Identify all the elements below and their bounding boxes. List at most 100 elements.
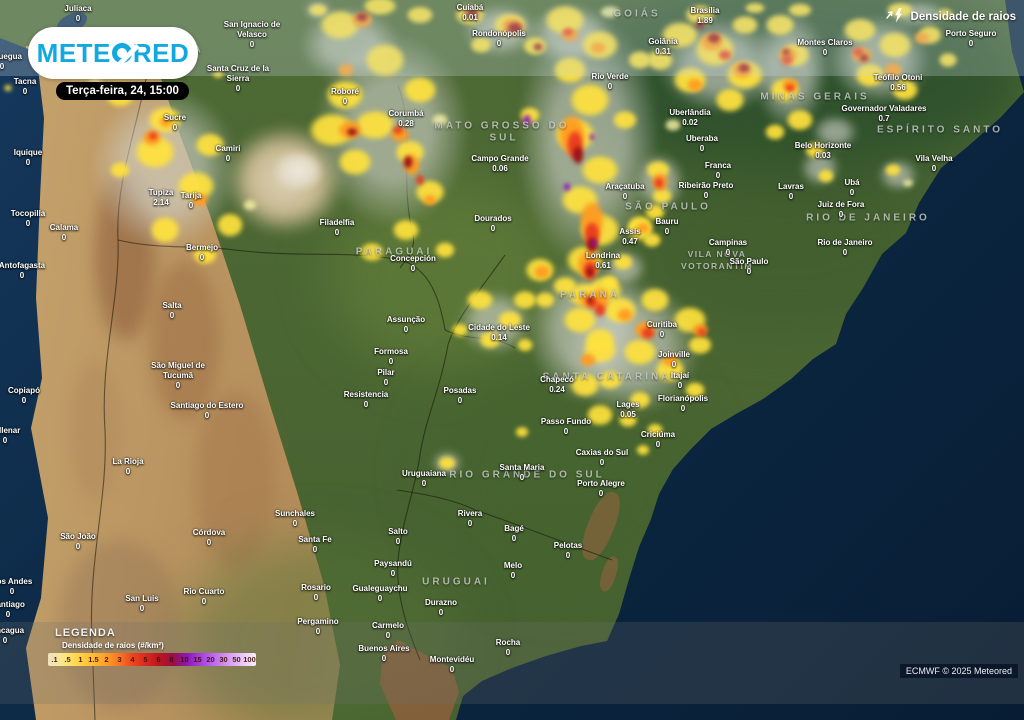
city-label: Pergamino 0	[297, 617, 339, 636]
city-label: São Paulo 0	[729, 257, 769, 276]
legend-tick: 50	[232, 655, 241, 664]
city-label: Montes Claros 0	[797, 38, 853, 57]
city-label: Sucre 0	[163, 113, 187, 132]
city-label: Governador Valadares 0.7	[841, 104, 927, 123]
city-label: Santiago0	[0, 600, 25, 619]
city-label: Dourados 0	[474, 214, 512, 233]
city-label: Criciúma 0	[640, 430, 676, 449]
legend-tick: 6	[156, 655, 161, 664]
legend-tick: 10	[180, 655, 189, 664]
city-label: Moquegua0	[0, 52, 22, 71]
city-label: Rosario 0	[301, 583, 331, 602]
logo-text-left: METE	[36, 37, 111, 68]
layer-label-text: Densidade de raios	[910, 11, 1016, 23]
region-label: RIO GRANDE DO SUL	[449, 469, 605, 481]
region-label: GOIÁS	[613, 8, 661, 20]
legend-tick: 30	[219, 655, 228, 664]
region-label: PARANÁ	[559, 289, 621, 301]
region-label: ESPÍRITO SANTO	[876, 124, 1004, 136]
city-label: Melo 0	[503, 561, 523, 580]
legend-tick: 1.5	[88, 655, 99, 664]
city-label: Santa Maria 0	[499, 463, 545, 482]
city-label: Rondonópolis 0	[472, 29, 526, 48]
city-label: Copiapó 0	[8, 386, 40, 405]
logo-text-right: RED	[132, 37, 190, 68]
city-label: Rio Verde 0	[591, 72, 629, 91]
city-label: Londrina 0.61	[585, 251, 621, 270]
region-label: URUGUAI	[422, 576, 490, 588]
city-label: Tupiza 2.14	[148, 188, 174, 207]
city-label: Florianópolis 0	[657, 394, 709, 413]
legend-tick: 1	[78, 655, 83, 664]
city-label: Belo Horizonte 0.03	[794, 141, 852, 160]
city-label: Roboré 0	[331, 87, 359, 106]
region-label: MINAS GERAIS	[760, 91, 870, 103]
legend-tick: 20	[206, 655, 215, 664]
city-label: Lages 0.05	[616, 400, 640, 419]
legend-tick: 5	[143, 655, 148, 664]
city-label: Lavras 0	[778, 182, 804, 201]
city-label: Gualeguaychu 0	[352, 584, 408, 603]
city-label: Bermejo 0	[185, 243, 219, 262]
city-label: Rivera 0	[457, 509, 483, 528]
region-label: SÃO PAULO	[625, 201, 711, 213]
city-label: Chapecó 0.24	[540, 375, 574, 394]
city-label: Cidade do Leste 0.14	[468, 323, 530, 342]
city-label: Porto Seguro 0	[945, 29, 997, 48]
city-label: Campo Grande 0.06	[471, 154, 529, 173]
region-label: VILA NOVA	[687, 249, 747, 259]
meteored-logo: METE RED	[28, 27, 198, 79]
city-label: Tocopilla 0	[10, 209, 46, 228]
city-label: Santiago do Estero 0	[170, 401, 244, 420]
city-label: Campinas 0	[708, 238, 748, 257]
city-label: Carmelo 0	[371, 621, 405, 640]
city-label: Posadas 0	[443, 386, 477, 405]
city-label: Rio de Janeiro 0	[817, 238, 873, 257]
city-label: Montevidéu 0	[429, 655, 475, 674]
city-label: Caxias do Sul 0	[575, 448, 629, 467]
city-label: Formosa 0	[374, 347, 408, 366]
city-label: Ribeirão Preto 0	[678, 181, 734, 200]
city-label: Brasília 1.89	[690, 6, 720, 25]
city-label: Goiânia 0.31	[648, 37, 678, 56]
city-label: Filadelfia 0	[319, 218, 355, 237]
legend-tick: 2	[104, 655, 109, 664]
layer-label[interactable]: Densidade de raios	[885, 8, 1016, 26]
city-label: Córdova 0	[192, 528, 226, 547]
city-label: Vila Velha 0	[915, 154, 953, 173]
mountain-texture	[195, 390, 275, 570]
city-label: Porto Alegre 0	[577, 479, 625, 498]
city-label: Franca 0	[704, 161, 732, 180]
city-label: Corumbá 0.28	[388, 109, 424, 128]
city-label: Rocha 0	[495, 638, 521, 657]
city-label: Calama 0	[49, 223, 79, 242]
city-label: Uruguaiana 0	[401, 469, 447, 488]
city-label: Tarija 0	[180, 191, 202, 210]
legend-tick: 15	[193, 655, 202, 664]
city-label: Itajaí 0	[670, 371, 690, 390]
city-label: Uberlândia 0.02	[669, 108, 711, 127]
city-label: Durazno 0	[425, 598, 457, 617]
city-label: Salta 0	[162, 301, 182, 320]
city-label: Buenos Aires 0	[358, 644, 410, 663]
legend-bar: .1 .5 1 1.5 2 3 4 5 6 8 10 15 20 30 50 100	[48, 653, 256, 666]
city-label: Juiz de Fora 0	[817, 200, 865, 219]
city-label: Assunção 0	[386, 315, 426, 334]
legend-tick: .1	[51, 655, 58, 664]
datetime-badge: Terça-feira, 24, 15:00	[56, 82, 189, 100]
city-label: Salto 0	[388, 527, 408, 546]
city-label: Ubá 0	[844, 178, 860, 197]
legend-title: LEGENDA	[55, 627, 116, 639]
city-label: San Luis 0	[125, 594, 159, 613]
city-label: Assis 0.47	[619, 227, 641, 246]
legend-scale-label: Densidade de raios (#/km²)	[62, 641, 164, 650]
city-label: Bauru 0	[655, 217, 679, 236]
city-label: Iquique 0	[13, 148, 43, 167]
attribution: ECMWF © 2025 Meteored	[899, 664, 1018, 678]
mountain-texture	[150, 260, 220, 420]
city-label: Uberaba 0	[685, 134, 719, 153]
region-label: SUL	[489, 132, 519, 144]
lightning-icon	[885, 8, 905, 26]
region-label: MATO GROSSO DO	[434, 120, 570, 132]
